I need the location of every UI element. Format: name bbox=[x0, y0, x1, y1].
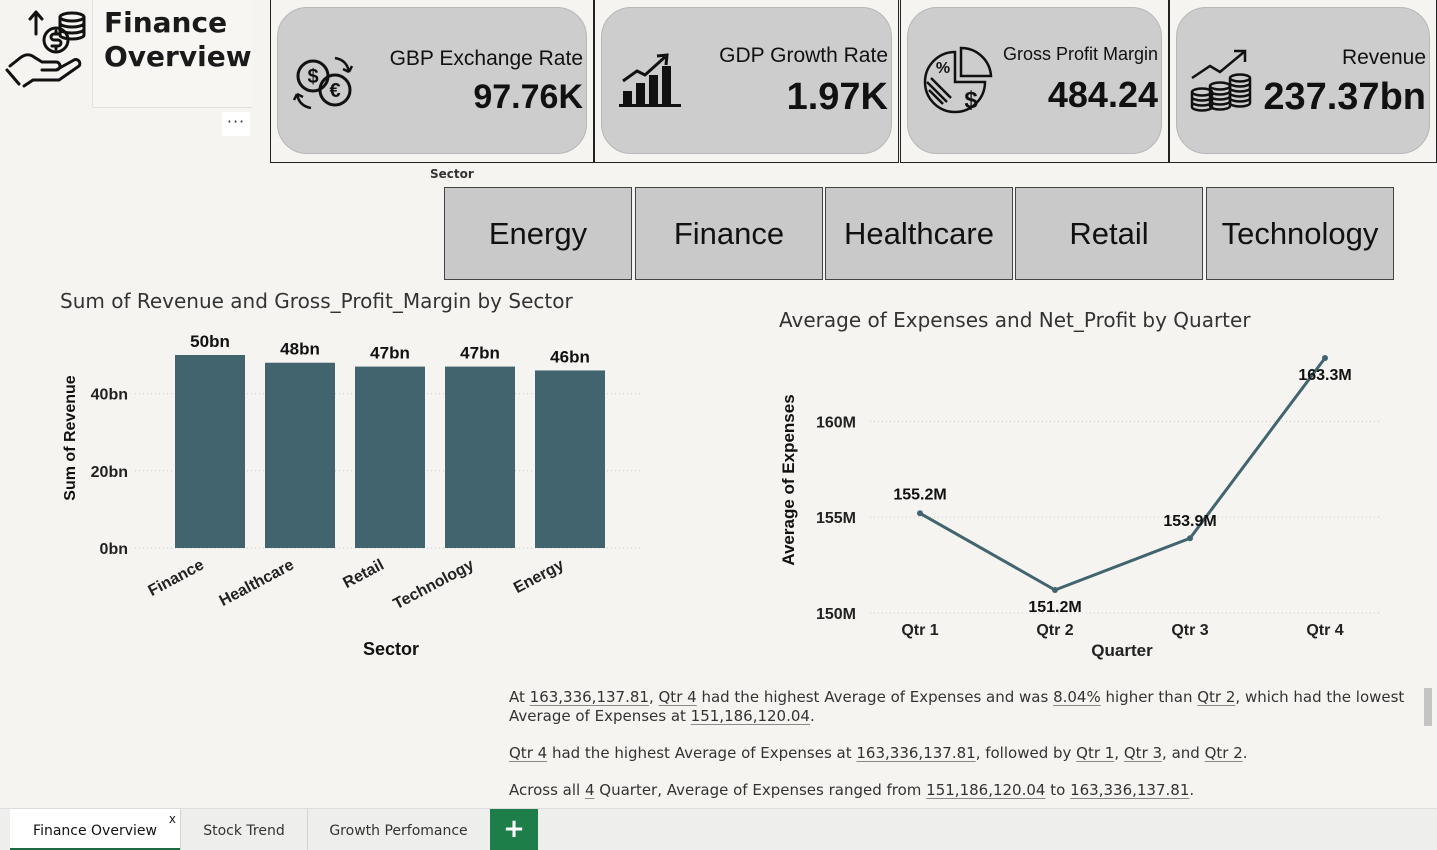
bar-data-label: 50bn bbox=[190, 332, 230, 351]
slicer-option-finance[interactable]: Finance bbox=[635, 187, 823, 280]
bar-data-label: 47bn bbox=[370, 344, 410, 363]
svg-text:$: $ bbox=[964, 87, 978, 114]
kpi-label: GBP Exchange Rate bbox=[389, 47, 583, 70]
bar-y-axis-title: Sum of Revenue bbox=[62, 375, 79, 500]
kpi-value: 1.97K bbox=[786, 76, 888, 118]
svg-text:%: % bbox=[936, 60, 950, 77]
report-title-tile: Finance Overview bbox=[0, 0, 252, 108]
kpi-strip: $ € GBP Exchange Rate 97.76K GDP Growth … bbox=[270, 0, 1437, 163]
bar-chart-title: Sum of Revenue and Gross_Profit_Margin b… bbox=[60, 289, 573, 313]
slicer-option-healthcare[interactable]: Healthcare bbox=[825, 187, 1013, 280]
expenses-by-quarter-line-chart[interactable]: 150M 155M 160M 155.2M Qtr 1 151.2M Qtr 2 153.9M… bbox=[760, 340, 1400, 665]
tab-growth-perfomance[interactable]: Growth Perfomance bbox=[329, 823, 468, 839]
bar-data-label: 48bn bbox=[280, 340, 320, 359]
bar-healthcare[interactable] bbox=[265, 362, 335, 548]
line-y-tick-label: 150M bbox=[816, 606, 856, 623]
kpi-card-revenue[interactable]: Revenue 237.37bn bbox=[1169, 0, 1437, 163]
page-title-line2: Overview bbox=[104, 40, 252, 73]
line-x-tick-label: Qtr 4 bbox=[1306, 622, 1343, 639]
kpi-card-background bbox=[1176, 7, 1430, 154]
line-x-tick-label: Qtr 3 bbox=[1171, 622, 1208, 639]
kpi-card-gbp-exchange-rate[interactable]: $ € GBP Exchange Rate 97.76K bbox=[270, 0, 594, 163]
kpi-card-gdp-growth-rate[interactable]: GDP Growth Rate 1.97K bbox=[594, 0, 899, 163]
bar-x-tick-label: Healthcare bbox=[217, 556, 297, 609]
bar-y-tick-label: 40bn bbox=[91, 387, 128, 404]
profit-pie-icon: % $ bbox=[923, 46, 993, 114]
bar-y-tick-label: 0bn bbox=[100, 541, 128, 558]
line-x-tick-label: Qtr 1 bbox=[901, 622, 938, 639]
slicer-option-technology[interactable]: Technology bbox=[1206, 187, 1394, 280]
currency-exchange-icon: $ € bbox=[292, 56, 354, 110]
tab-divider bbox=[307, 809, 308, 850]
kpi-value: 237.37bn bbox=[1263, 76, 1426, 118]
slicer-option-energy[interactable]: Energy bbox=[444, 187, 632, 280]
line-y-axis-title: Average of Expenses bbox=[779, 394, 798, 565]
bar-technology[interactable] bbox=[445, 366, 515, 548]
growth-bars-icon bbox=[619, 53, 681, 107]
expenses-series-line[interactable] bbox=[919, 357, 1327, 592]
kpi-value: 97.76K bbox=[473, 78, 583, 116]
add-page-button[interactable]: + bbox=[490, 809, 538, 850]
smart-narrative: At 163,336,137.81, Qtr 4 had the highest… bbox=[509, 688, 1417, 818]
svg-text:€: € bbox=[329, 80, 340, 102]
tab-finance-overview[interactable]: Finance Overview x bbox=[10, 809, 180, 850]
line-x-axis-title: Quarter bbox=[1091, 641, 1153, 660]
slicer-title: Sector bbox=[430, 167, 474, 181]
kpi-card-background bbox=[907, 7, 1162, 154]
line-x-tick-label: Qtr 2 bbox=[1036, 622, 1073, 639]
bar-y-tick-label: 20bn bbox=[91, 464, 128, 481]
bar-data-label: 47bn bbox=[460, 344, 500, 363]
line-chart-title: Average of Expenses and Net_Profit by Qu… bbox=[779, 308, 1251, 332]
revenue-by-sector-bar-chart[interactable]: 0bn 20bn 40bn 50bn Finance 48bn Healthcare 47bn… bbox=[0, 320, 680, 665]
narrative-paragraph-1: At 163,336,137.81, Qtr 4 had the highest… bbox=[509, 688, 1405, 725]
tab-divider bbox=[180, 809, 181, 850]
bar-x-tick-label: Retail bbox=[340, 557, 386, 592]
svg-text:$: $ bbox=[307, 66, 318, 88]
line-point-1[interactable] bbox=[917, 510, 923, 517]
line-y-tick-label: 160M bbox=[816, 414, 856, 431]
narrative-scrollbar[interactable] bbox=[1424, 688, 1432, 726]
bar-x-axis-title: Sector bbox=[363, 639, 419, 659]
line-data-label: 155.2M bbox=[893, 486, 946, 503]
line-point-3[interactable] bbox=[1187, 535, 1193, 542]
slicer-option-retail[interactable]: Retail bbox=[1015, 187, 1203, 280]
bar-energy[interactable] bbox=[535, 370, 605, 548]
bar-data-label: 46bn bbox=[550, 347, 590, 366]
revenue-coins-icon bbox=[1190, 49, 1252, 112]
page-title-line1: Finance bbox=[104, 6, 228, 39]
line-point-2[interactable] bbox=[1052, 586, 1058, 593]
narrative-paragraph-3: Across all 4 Quarter, Average of Expense… bbox=[509, 781, 1195, 799]
finance-hand-coins-icon bbox=[5, 10, 86, 88]
tab-stock-trend[interactable]: Stock Trend bbox=[203, 823, 285, 839]
kpi-label: Revenue bbox=[1341, 46, 1426, 69]
bar-retail[interactable] bbox=[355, 366, 425, 548]
kpi-label: GDP Growth Rate bbox=[719, 44, 888, 67]
kpi-card-gross-profit-margin[interactable]: % $ Gross Profit Margin 484.24 bbox=[900, 0, 1169, 163]
kpi-value: 484.24 bbox=[1047, 74, 1158, 115]
page-title: Finance Overview bbox=[104, 6, 252, 74]
kpi-label: Gross Profit Margin bbox=[1002, 44, 1158, 64]
more-options-button[interactable]: ··· bbox=[222, 112, 250, 136]
bar-finance[interactable] bbox=[175, 355, 245, 548]
narrative-paragraph-2: Qtr 4 had the highest Average of Expense… bbox=[509, 744, 1248, 762]
line-data-label: 151.2M bbox=[1028, 599, 1081, 616]
close-tab-icon[interactable]: x bbox=[168, 812, 176, 826]
line-point-4[interactable] bbox=[1322, 355, 1328, 361]
line-data-label: 153.9M bbox=[1163, 513, 1216, 530]
bar-x-tick-label: Finance bbox=[146, 556, 207, 599]
tab-label: Finance Overview bbox=[33, 823, 157, 839]
bar-x-tick-label: Energy bbox=[511, 556, 567, 597]
line-y-tick-label: 155M bbox=[816, 510, 856, 527]
bar-x-tick-label: Technology bbox=[391, 556, 477, 613]
line-data-label: 163.3M bbox=[1298, 367, 1351, 384]
title-background bbox=[92, 0, 252, 108]
page-tab-bar: Finance Overview x Stock Trend Growth Pe… bbox=[0, 808, 1437, 850]
